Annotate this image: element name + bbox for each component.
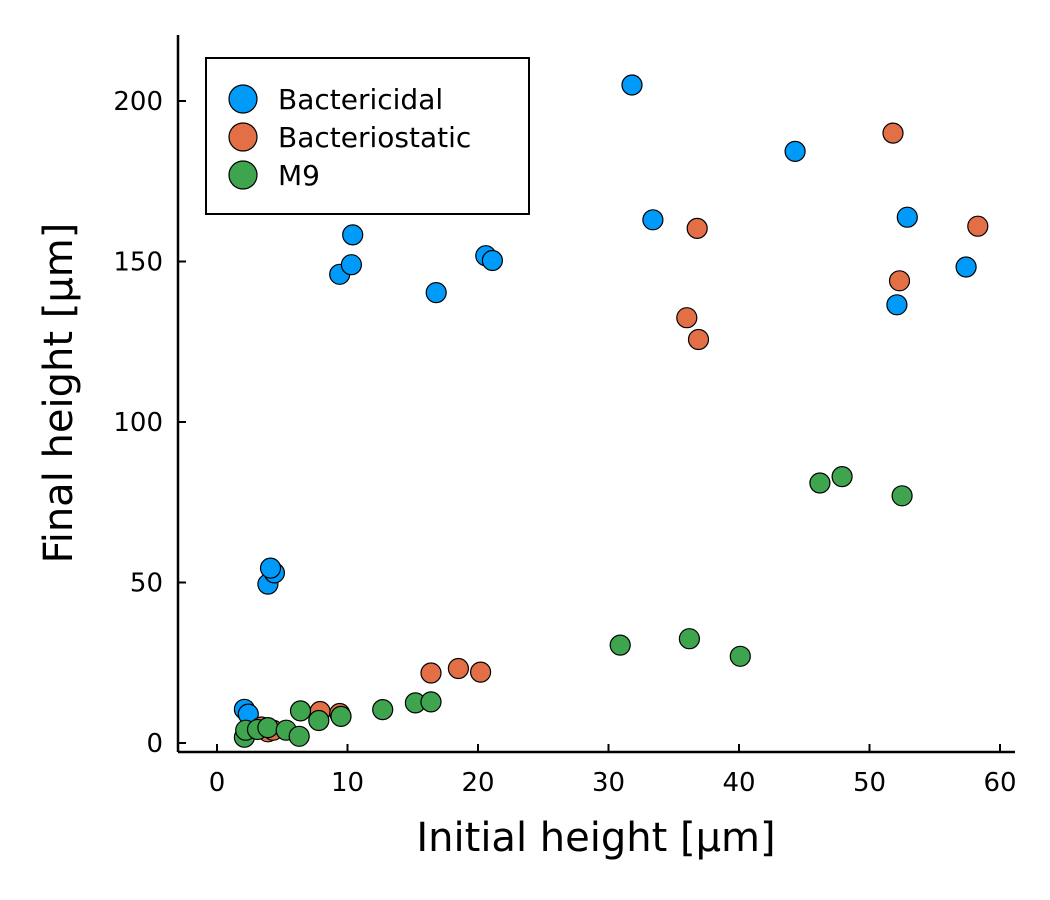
data-point [470, 661, 492, 683]
tick-labels: 0 10 20 30 40 50 60 0 50 100 150 200 [113, 87, 1016, 798]
legend-box [205, 57, 530, 215]
data-point [425, 282, 447, 304]
data-point [447, 657, 469, 680]
data-point [882, 122, 904, 144]
data-point [288, 725, 310, 747]
data-point [784, 140, 806, 162]
data-point [259, 557, 282, 579]
data-point [609, 634, 631, 656]
x-tick-label: 40 [722, 768, 755, 798]
x-tick-label: 10 [331, 768, 364, 798]
data-point [342, 224, 364, 246]
data-point [372, 698, 394, 721]
data-point [809, 472, 831, 494]
data-point [888, 270, 911, 292]
data-point [340, 254, 362, 276]
data-point [420, 691, 442, 713]
data-point [687, 328, 710, 351]
data-point [330, 705, 352, 728]
data-point [886, 294, 908, 316]
data-point [289, 700, 312, 722]
y-tick-label: 50 [130, 569, 163, 599]
data-point [676, 307, 698, 329]
legend-marker [228, 160, 258, 190]
legend-marker [228, 122, 258, 152]
y-tick-label: 200 [113, 87, 163, 117]
data-point [686, 217, 708, 239]
x-tick-label: 30 [592, 768, 625, 798]
legend-label: Bactericidal [278, 83, 443, 116]
data-point [896, 206, 918, 228]
y-tick-label: 150 [113, 248, 163, 278]
y-tick-label: 0 [146, 729, 163, 759]
x-axis-title: Initial height [µm] [416, 815, 775, 861]
data-point [967, 215, 989, 237]
data-point [831, 466, 853, 488]
data-point [308, 709, 330, 732]
data-point [891, 485, 913, 507]
x-tick-label: 50 [853, 768, 886, 798]
legend-label: Bacteriostatic [278, 121, 471, 154]
data-point [955, 256, 977, 278]
axes [176, 35, 1015, 754]
data-point [481, 249, 503, 272]
data-point [729, 645, 751, 667]
data-point [621, 74, 643, 96]
x-tick-label: 0 [209, 768, 226, 798]
y-axis-title: Final height [µm] [36, 223, 82, 564]
data-point [420, 662, 442, 684]
data-points [233, 74, 989, 748]
x-tick-label: 60 [983, 768, 1016, 798]
y-tick-label: 100 [113, 408, 163, 438]
x-tick-label: 20 [461, 768, 494, 798]
legend-label: M9 [278, 159, 320, 192]
series-m9 [233, 466, 913, 748]
legend: Bactericidal Bacteriostatic M9 [205, 57, 530, 215]
data-point [642, 209, 664, 231]
data-point [257, 716, 279, 739]
data-point [678, 628, 701, 650]
legend-marker [228, 84, 258, 114]
series-bactericidal [233, 74, 977, 725]
